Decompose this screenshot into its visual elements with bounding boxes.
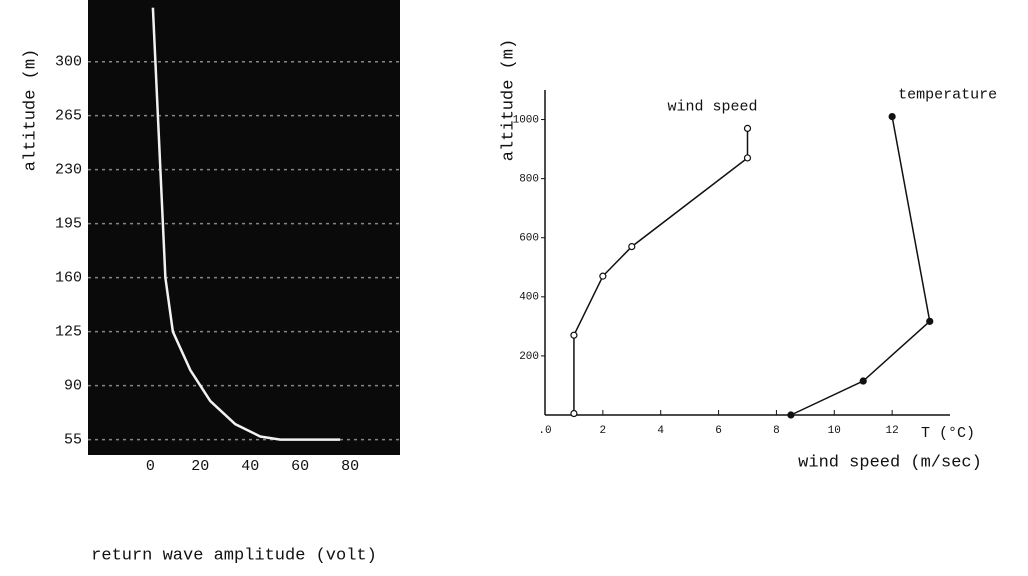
y-tick-label: 300	[55, 54, 82, 71]
x-tick-label: 20	[191, 458, 209, 475]
x-tick-label: 2	[600, 425, 607, 437]
x-tick-label: 4	[657, 425, 664, 437]
y-tick-label: 600	[519, 233, 539, 245]
x-tick-label: .0	[538, 425, 551, 437]
x-tick-label: 12	[886, 425, 899, 437]
x-tick-label: 80	[341, 458, 359, 475]
point	[571, 332, 577, 338]
x-tick-label: 40	[241, 458, 259, 475]
point	[788, 412, 794, 418]
y-tick-label: 195	[55, 216, 82, 233]
series-label: temperature	[898, 87, 997, 104]
point	[600, 273, 606, 279]
point	[889, 114, 895, 120]
x-tick-label: 8	[773, 425, 780, 437]
point	[745, 125, 751, 131]
y-tick-label: 800	[519, 174, 539, 186]
point	[860, 378, 866, 384]
y-tick-label: 400	[519, 292, 539, 304]
y-tick-label: 200	[519, 351, 539, 363]
y-tick-label: 55	[64, 432, 82, 449]
x-tick-label: 60	[291, 458, 309, 475]
x-tick-label: 6	[715, 425, 722, 437]
figure: 55 90 125 160 195 230 265 300 0 20 40 60 80 return wa…	[0, 0, 1028, 576]
y-tick-label: 125	[55, 324, 82, 341]
x-tick-label: 10	[828, 425, 841, 437]
x-axis-label: wind speed (m/sec)	[798, 453, 982, 472]
plot-area	[88, 0, 400, 455]
y-tick-label: 230	[55, 162, 82, 179]
x-axis-label-2: T (°C)	[921, 425, 975, 442]
x-axis-label: return wave amplitude (volt)	[91, 546, 377, 565]
point	[571, 411, 577, 417]
y-axis-label: altitude (m)	[21, 49, 40, 171]
point	[629, 244, 635, 250]
y-axis-label: altitude (m)	[499, 39, 518, 161]
x-tick-label: 0	[146, 458, 155, 475]
y-tick-label: 160	[55, 270, 82, 287]
y-tick-label: 90	[64, 378, 82, 395]
series-label: wind speed	[668, 98, 758, 115]
point	[745, 155, 751, 161]
y-tick-label: 265	[55, 108, 82, 125]
point	[927, 318, 933, 324]
